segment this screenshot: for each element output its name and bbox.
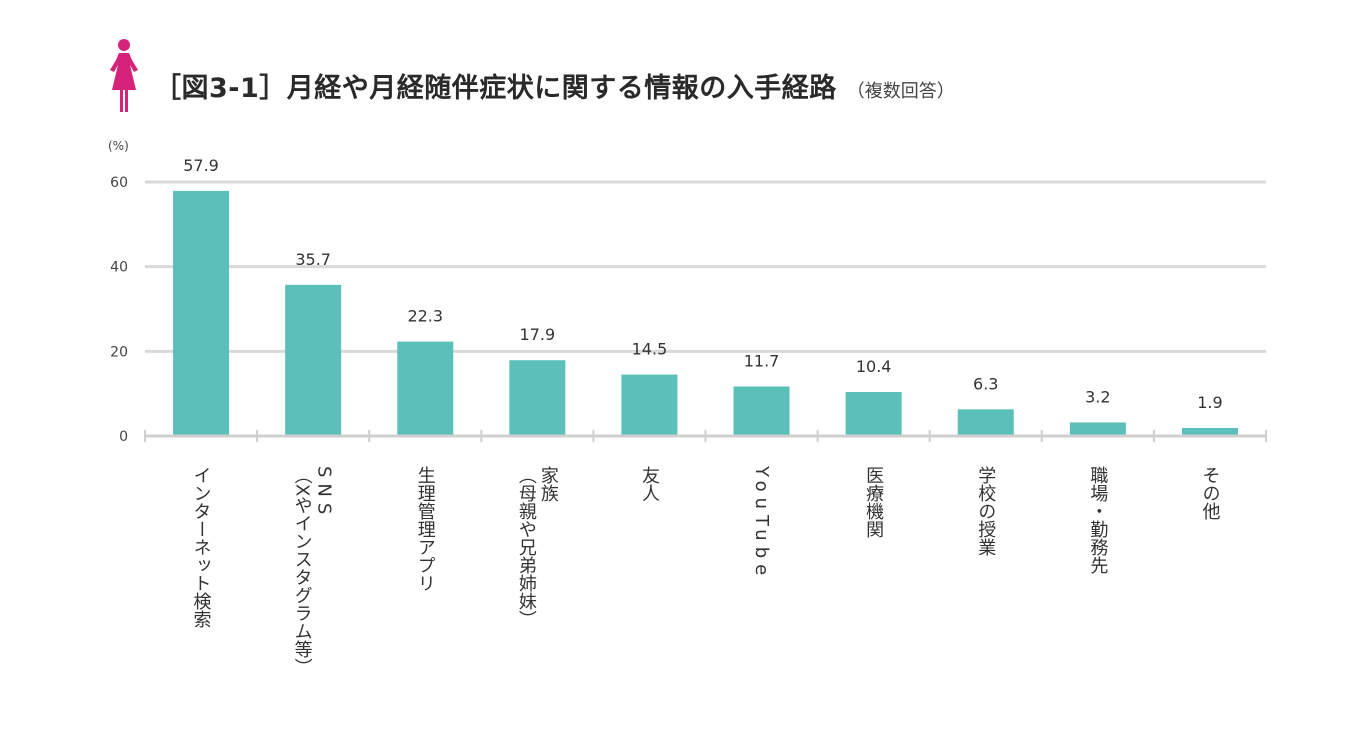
category-label: 友人 — [639, 466, 660, 502]
category-label: YouTube — [751, 465, 772, 581]
chart-header: ［図3-1］月経や月経随伴症状に関する情報の入手経路 （複数回答） — [108, 38, 1208, 114]
value-label: 6.3 — [973, 374, 998, 393]
value-label: 10.4 — [856, 357, 892, 376]
bar — [397, 341, 454, 436]
category-label: 生理管理アプリ — [415, 466, 436, 592]
bars — [173, 190, 1238, 436]
category-label: 職場・勤務先 — [1087, 466, 1108, 574]
category-label: SNS — [314, 466, 335, 520]
value-label: 17.9 — [520, 325, 556, 344]
category-label: 医療機関 — [863, 466, 884, 538]
bar — [845, 391, 902, 436]
woman-icon — [110, 39, 138, 112]
y-unit-label: (%) — [108, 139, 129, 153]
value-label: 22.3 — [407, 307, 443, 326]
value-label: 14.5 — [632, 340, 668, 359]
bar — [509, 360, 566, 436]
chart-subtitle: （複数回答） — [846, 81, 955, 102]
value-label: 57.9 — [183, 156, 219, 175]
bar — [1069, 422, 1126, 436]
category-label: インターネット検索 — [191, 466, 212, 628]
x-axis — [144, 430, 1267, 442]
category-label: その他 — [1199, 466, 1220, 520]
y-tick-label: 20 — [110, 344, 128, 360]
value-label: 3.2 — [1085, 387, 1110, 406]
category-label: （Xやインスタグラム等） — [292, 466, 313, 676]
value-label: 11.7 — [744, 351, 780, 370]
bar — [173, 190, 230, 436]
labels: (%) 0 20 40 60 57.9 インターネット検索 35.7 SNS（Xやインスタグラム… — [108, 139, 1223, 676]
bar — [957, 409, 1014, 436]
category-label: 学校の授業 — [975, 466, 996, 556]
value-label: 35.7 — [295, 250, 331, 269]
y-tick-label: 0 — [119, 429, 128, 445]
bar — [285, 284, 342, 436]
value-label: 1.9 — [1197, 393, 1222, 412]
bar — [733, 386, 790, 436]
y-tick-label: 40 — [110, 260, 128, 276]
y-tick-label: 60 — [110, 175, 128, 191]
chart-title: ［図3-1］月経や月経随伴症状に関する情報の入手経路 — [154, 73, 837, 104]
category-label: （母親や兄弟姉妹） — [516, 466, 537, 628]
bar — [621, 374, 678, 436]
bar — [1181, 427, 1238, 436]
category-label: 家族 — [538, 466, 559, 502]
